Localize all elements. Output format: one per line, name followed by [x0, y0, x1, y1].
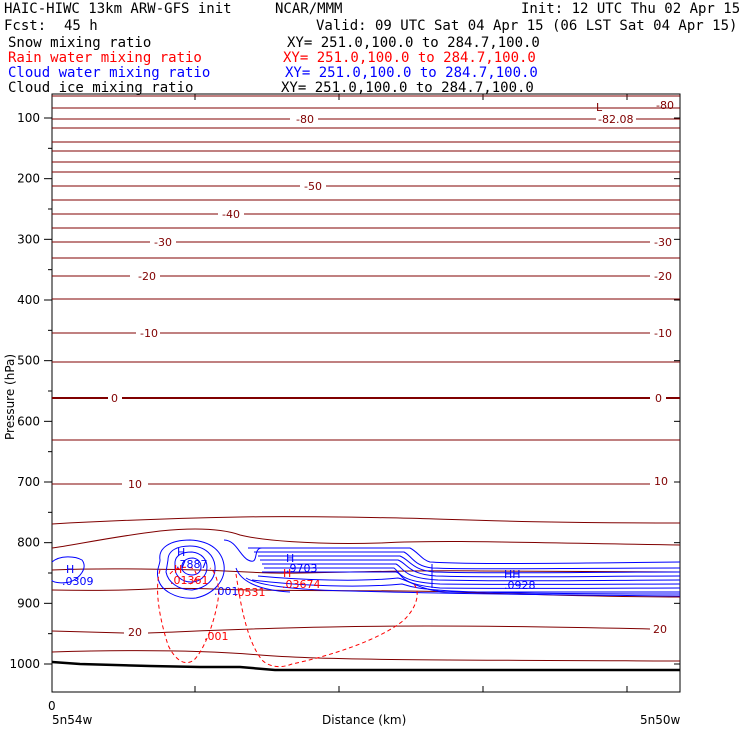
cloud-water-contour [248, 547, 681, 564]
y-tick-label: 400 [17, 293, 40, 307]
isotherm-line [51, 650, 681, 662]
x-end-label: 5n50w [640, 713, 681, 727]
y-tick-label: 900 [17, 596, 40, 610]
rain-water-contour [169, 566, 197, 585]
field-label: .0928 [504, 579, 536, 592]
field-label: H [286, 552, 294, 565]
isotherm-label: -80 [656, 99, 674, 112]
cloud-water-contour [262, 571, 681, 589]
y-tick-label: 300 [17, 232, 40, 246]
forecast-label: Fcst: [4, 18, 47, 34]
isotherm-label: -50 [304, 180, 322, 193]
y-tick-label: 200 [17, 172, 40, 186]
field-label: .9703 [286, 562, 318, 575]
isotherm-label: -20 [138, 270, 156, 283]
isotherm-label: 10 [654, 475, 668, 488]
y-tick-label: 500 [17, 354, 40, 368]
isotherm-line [51, 587, 681, 598]
cloud-water-contour [51, 556, 85, 584]
field-xy-cloud-water: XY= 251.0,100.0 to 284.7,100.0 [285, 65, 538, 81]
organization-label: NCAR/MMM [275, 1, 343, 17]
field-label-snow: Snow mixing ratio [8, 35, 152, 51]
x-start-label: 5n54w [52, 713, 93, 727]
cloud-water-contour [165, 545, 216, 591]
isotherm-label: 10 [128, 478, 142, 491]
isotherm-label: -40 [222, 208, 240, 221]
surface-line [51, 660, 680, 672]
field-label-rain: Rain water mixing ratio [8, 50, 202, 66]
y-tick-label: 100 [17, 111, 40, 125]
cloud-water-contour [174, 551, 208, 583]
field-label: .03674 [282, 578, 321, 591]
y-tick-label: 800 [17, 536, 40, 550]
isotherm-label: -10 [654, 327, 672, 340]
field-label: .0309 [62, 575, 94, 588]
field-label: .7887 [176, 558, 208, 571]
isotherm-label: -30 [654, 236, 672, 249]
cloud-water-contour [223, 539, 263, 562]
isotherm-label: 20 [128, 626, 142, 639]
model-title: HAIC-HIWC 13km ARW-GFS init [4, 1, 232, 17]
field-xy-cloud-ice: XY= 251.0,100.0 to 284.7,100.0 [281, 80, 534, 96]
isotherm-line [51, 528, 681, 549]
isotherm-line [51, 516, 681, 525]
field-label: .001 [214, 585, 239, 598]
field-xy-snow: XY= 251.0,100.0 to 284.7,100.0 [287, 35, 540, 51]
field-label: .01361 [170, 574, 209, 587]
field-xy-rain: XY= 251.0,100.0 to 284.7,100.0 [283, 50, 536, 66]
cloud-water-contour [181, 557, 202, 576]
y-tick-label: 600 [17, 414, 40, 428]
cloud-water-contour [260, 559, 681, 578]
field-label: HH [504, 568, 521, 581]
cloud-water-contour [235, 567, 291, 593]
forecast-hour: 45 h [64, 18, 98, 34]
field-label: .001 [204, 630, 229, 643]
field-label: H [177, 546, 185, 559]
field-label: H [283, 567, 291, 580]
isotherm-label: -80 [296, 113, 314, 126]
rain-water-contours [157, 566, 418, 668]
cloud-water-contour [262, 563, 681, 582]
x-zero-label: 0 [48, 699, 56, 713]
cloud-water-contour [245, 577, 681, 597]
init-time: Init: 12 UTC Thu 02 Apr 15 [521, 1, 740, 17]
isotherm-label: -30 [154, 236, 172, 249]
y-tick-label: 700 [17, 475, 40, 489]
isotherm-label: -20 [654, 270, 672, 283]
y-tick-label: 1000 [9, 657, 40, 671]
cloud-water-contour [251, 579, 681, 595]
contour-labels: -80 -80 -82.08 L -50 -40 -30 -30 -20 -20… [62, 99, 674, 643]
cloud-water-contour [254, 551, 681, 570]
cloud-water-contour [156, 539, 225, 599]
cloud-water-contour [258, 555, 681, 574]
field-label: .0531 [234, 586, 266, 599]
field-label: H [66, 563, 74, 576]
isotherm-lines [51, 95, 681, 662]
plot-frame [51, 93, 681, 693]
isotherm-label: 20 [653, 623, 667, 636]
field-label: H [174, 563, 182, 576]
cloud-water-contours [51, 539, 681, 599]
isotherm-line [51, 568, 681, 574]
isotherm-label: -82.08 [598, 113, 633, 126]
valid-time: Valid: 09 UTC Sat 04 Apr 15 (06 LST Sat … [316, 18, 738, 34]
isotherm-label: -10 [140, 327, 158, 340]
x-axis [194, 94, 628, 692]
field-label-cloud-ice: Cloud ice mixing ratio [8, 80, 194, 96]
isotherm-label: 0 [655, 392, 662, 405]
x-axis-label: Distance (km) [322, 713, 406, 727]
y-axis-label: Pressure (hPa) [3, 354, 17, 440]
isotherm-line [51, 625, 651, 634]
isotherm-label: 0 [111, 392, 118, 405]
rain-water-contour [157, 567, 219, 664]
rain-water-contour [235, 573, 418, 668]
low-marker: L [596, 101, 603, 114]
field-label-cloud-water: Cloud water mixing ratio [8, 65, 211, 81]
